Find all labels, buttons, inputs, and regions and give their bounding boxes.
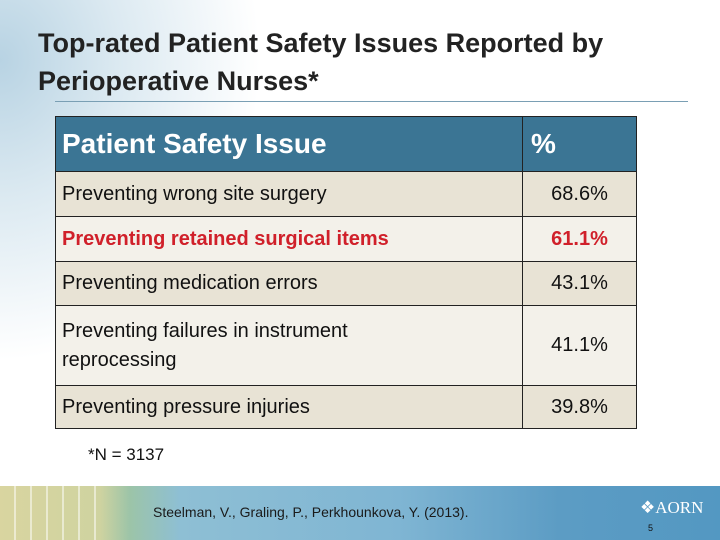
- issue-cell: Preventing pressure injuries: [55, 385, 523, 429]
- table-header: Patient Safety Issue %: [55, 116, 637, 172]
- issue-cell: Preventing medication errors: [55, 261, 523, 306]
- table-row: Preventing wrong site surgery 68.6%: [55, 171, 637, 217]
- slide-title: Top-rated Patient Safety Issues Reported…: [38, 28, 604, 96]
- footer-bar: Steelman, V., Graling, P., Perkhounkova,…: [0, 486, 720, 540]
- decorative-stripes: [0, 486, 100, 540]
- logo-text: AORN: [655, 498, 704, 517]
- issue-cell: Preventing retained surgical items: [55, 216, 523, 262]
- percent-cell: 68.6%: [522, 171, 637, 217]
- issue-cell: Preventing wrong site surgery: [55, 171, 523, 217]
- percent-cell: 39.8%: [522, 385, 637, 429]
- percent-cell: 61.1%: [522, 216, 637, 262]
- percent-cell: 41.1%: [522, 305, 637, 386]
- table-row-highlighted: Preventing retained surgical items 61.1%: [55, 216, 637, 262]
- citation: Steelman, V., Graling, P., Perkhounkova,…: [153, 504, 469, 520]
- header-issue: Patient Safety Issue: [55, 116, 523, 172]
- sample-size-note: *N = 3137: [88, 445, 165, 464]
- header-percent: %: [522, 116, 637, 172]
- issue-cell: Preventing failures in instrument reproc…: [55, 305, 523, 386]
- percent-cell: 43.1%: [522, 261, 637, 306]
- page-number: 5: [648, 523, 654, 533]
- table-row: Preventing pressure injuries 39.8%: [55, 385, 637, 429]
- table-row: Preventing medication errors 43.1%: [55, 261, 637, 306]
- table-row: Preventing failures in instrument reproc…: [55, 305, 637, 386]
- title-divider: [55, 101, 688, 102]
- aorn-logo-icon: ❖: [640, 498, 656, 517]
- aorn-logo: ❖AORN: [640, 498, 703, 518]
- safety-issues-table: Patient Safety Issue % Preventing wrong …: [55, 116, 637, 429]
